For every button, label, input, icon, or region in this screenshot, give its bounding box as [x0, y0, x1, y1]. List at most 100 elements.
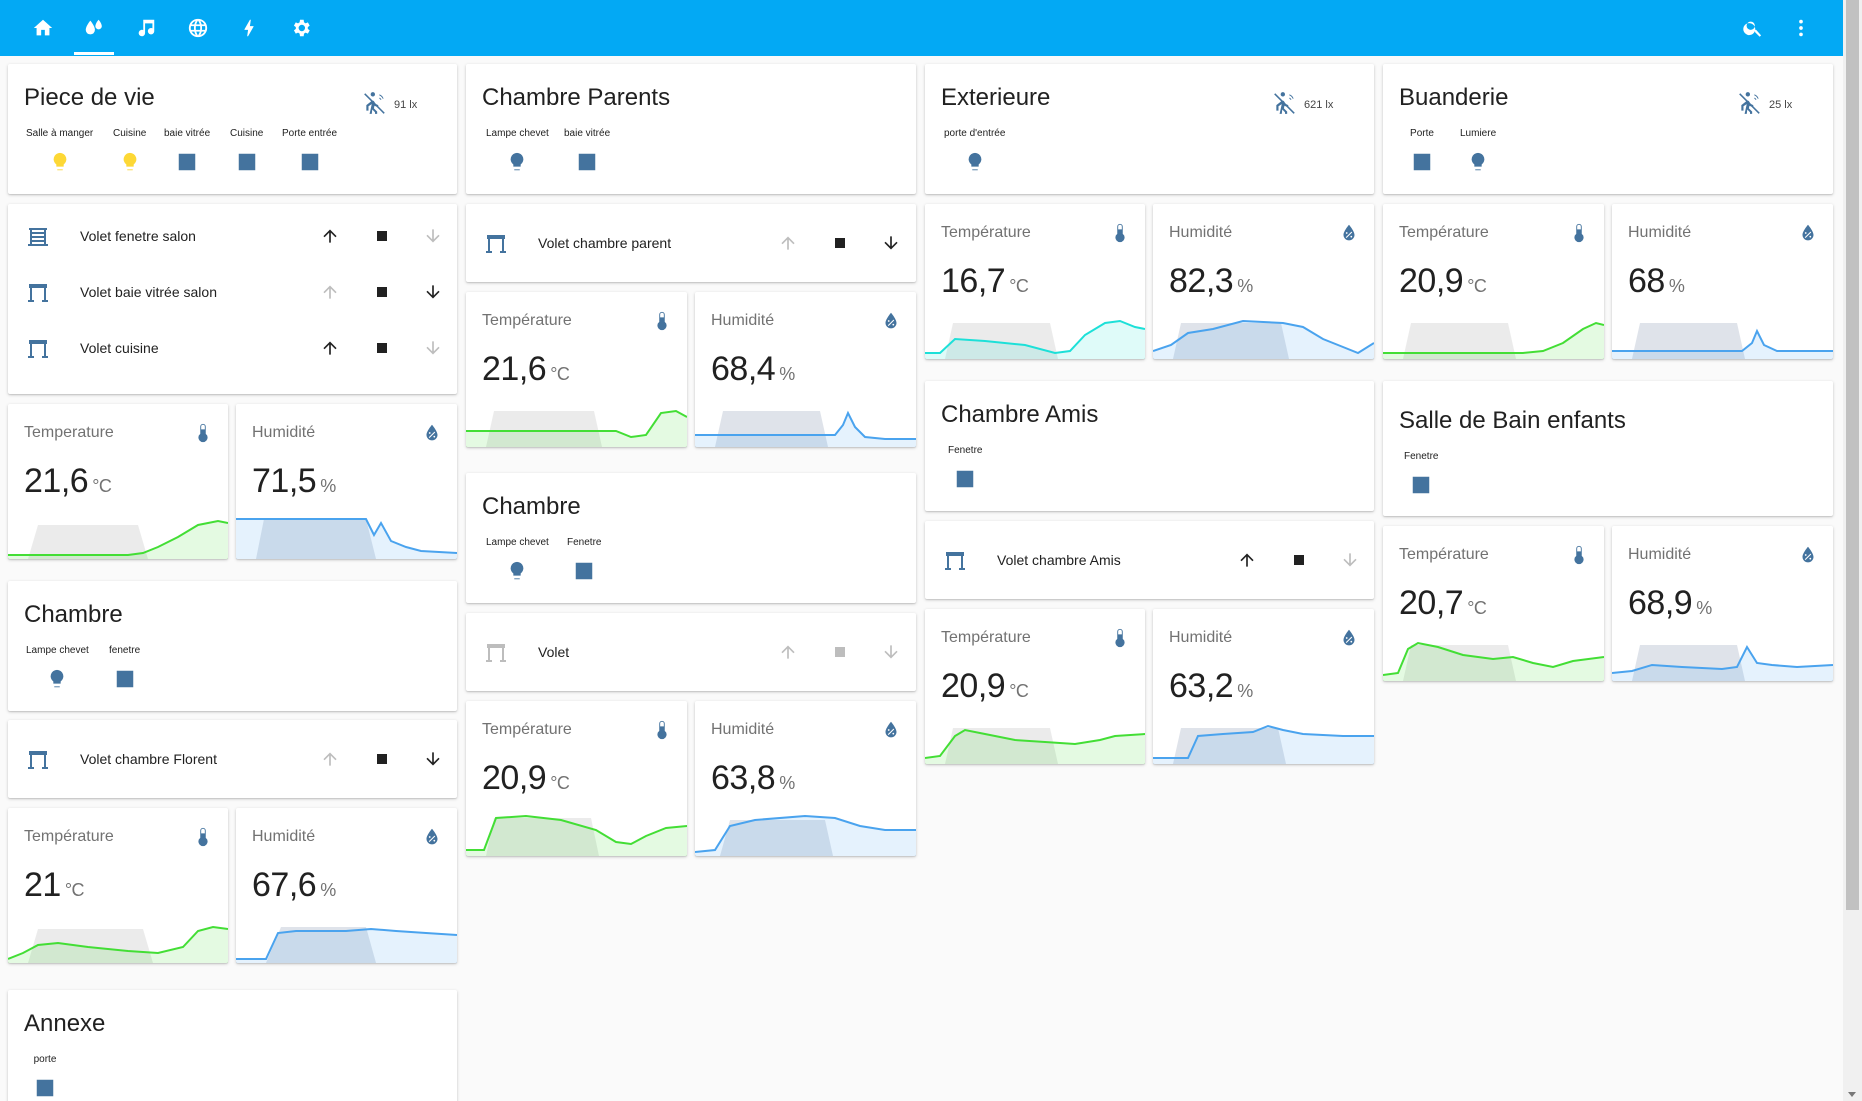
sensor-card-humidity[interactable]: Humidité 63,2% — [1153, 609, 1374, 764]
temperature-history-graph — [8, 515, 228, 559]
cover-stop-button[interactable] — [1283, 544, 1315, 576]
cover-close-button[interactable] — [1334, 544, 1366, 576]
door-closed-square-icon[interactable] — [33, 1076, 57, 1100]
entity-salle-a-manger[interactable]: Salle à manger — [26, 128, 93, 174]
sensor-name: Température — [941, 224, 1031, 241]
more-vertical-icon[interactable] — [1783, 10, 1819, 46]
lightbulb-icon[interactable] — [505, 559, 529, 583]
entity-label: Lampe chevet — [486, 537, 549, 548]
sensor-card-humidity[interactable]: Humidité 82,3% — [1153, 204, 1374, 359]
water-drops-icon[interactable] — [76, 10, 112, 46]
cover-close-button[interactable] — [417, 220, 449, 252]
sensor-name: Température — [24, 828, 114, 845]
door-closed-square-icon[interactable] — [298, 150, 322, 174]
cover-stop-button[interactable] — [824, 227, 856, 259]
cover-stop-button[interactable] — [366, 332, 398, 364]
entity-fenetre[interactable]: fenetre — [109, 645, 140, 691]
lightbulb-on-icon[interactable] — [118, 150, 142, 174]
window-closed-square-icon[interactable] — [235, 150, 259, 174]
sensor-card-humidity[interactable]: Humidité 71,5% — [236, 404, 457, 559]
sensor-card-temperature[interactable]: Température 20,7 °C — [1383, 526, 1604, 681]
cover-open-button[interactable] — [772, 636, 804, 668]
sensor-card-temperature[interactable]: Température 21,6 °C — [466, 292, 687, 447]
window-closed-square-icon[interactable] — [1409, 473, 1433, 497]
sensor-card-temperature[interactable]: Température 20,9 °C — [1383, 204, 1604, 359]
cover-card-volet-chambre-florent: Volet chambre Florent — [8, 720, 457, 798]
cover-open-button[interactable] — [772, 227, 804, 259]
entity-porte[interactable]: Porte — [1410, 128, 1434, 174]
entity-label: Fenetre — [567, 537, 602, 548]
cover-open-button[interactable] — [314, 220, 346, 252]
entity-porte[interactable]: porte — [33, 1054, 57, 1100]
gear-icon[interactable] — [283, 10, 319, 46]
sensor-card-humidity[interactable]: Humidité 68% — [1612, 204, 1833, 359]
entity-lumiere[interactable]: Lumiere — [1460, 128, 1496, 174]
scroll-down-arrow[interactable] — [1848, 1092, 1856, 1097]
search-icon[interactable] — [1735, 10, 1771, 46]
entity-fenetre[interactable]: Fenetre — [1404, 451, 1438, 497]
sensor-value: 16,7 °C — [941, 262, 1029, 300]
globe-icon[interactable] — [180, 10, 216, 46]
lightbulb-on-icon[interactable] — [48, 150, 72, 174]
sensor-card-temperature[interactable]: Température 20,9 °C — [466, 701, 687, 856]
entity-fenetre[interactable]: Fenetre — [948, 445, 982, 491]
lightbulb-icon[interactable] — [505, 150, 529, 174]
entity-lampe-chevet[interactable]: Lampe chevet — [486, 537, 549, 583]
cover-name: Volet — [538, 644, 570, 660]
sensor-card-temperature[interactable]: Température 21 °C — [8, 808, 228, 963]
sensor-card-temperature[interactable]: Température 16,7 °C — [925, 204, 1145, 359]
cover-close-button[interactable] — [417, 276, 449, 308]
sensor-card-humidity[interactable]: Humidité 68,4% — [695, 292, 916, 447]
lightbulb-icon[interactable] — [45, 667, 69, 691]
sensor-card-temperature[interactable]: Température 20,9 °C — [925, 609, 1145, 764]
cover-close-button[interactable] — [417, 743, 449, 775]
lux-value: 91 lx — [394, 98, 418, 111]
music-note-icon[interactable] — [128, 10, 164, 46]
sensor-card-humidity[interactable]: Humidité 68,9% — [1612, 526, 1833, 681]
window-closed-square-icon[interactable] — [953, 467, 977, 491]
window-closed-square-icon[interactable] — [575, 150, 599, 174]
sensor-card-temperature[interactable]: Temperature 21,6 °C — [8, 404, 228, 559]
cover-close-button[interactable] — [417, 332, 449, 364]
lightbulb-icon[interactable] — [963, 150, 987, 174]
cover-open-button[interactable] — [314, 332, 346, 364]
sensor-value: 20,9 °C — [1399, 262, 1487, 300]
cover-close-button[interactable] — [875, 636, 907, 668]
thermometer-icon — [1109, 222, 1131, 244]
entity-fenetre[interactable]: Fenetre — [567, 537, 601, 583]
cover-stop-button[interactable] — [824, 636, 856, 668]
entity-cuisine-window[interactable]: Cuisine — [230, 128, 263, 174]
scrollbar[interactable] — [1843, 0, 1862, 1101]
entity-cuisine-light[interactable]: Cuisine — [113, 128, 146, 174]
door-closed-square-icon[interactable] — [1410, 150, 1434, 174]
cover-row-volet-chambre-amis: Volet chambre Amis — [925, 532, 1374, 588]
entity-lampe-chevet[interactable]: Lampe chevet — [26, 645, 89, 691]
lux-sensor[interactable]: 91 lx — [362, 90, 417, 119]
window-closed-square-icon[interactable] — [175, 150, 199, 174]
motion-sensor-icon — [1272, 90, 1304, 119]
entity-lampe-chevet[interactable]: Lampe chevet — [486, 128, 549, 174]
entity-baie-vitree[interactable]: baie vitrée — [164, 128, 210, 174]
sensor-card-humidity[interactable]: Humidité 67,6% — [236, 808, 457, 963]
cover-stop-button[interactable] — [366, 220, 398, 252]
window-closed-square-icon[interactable] — [572, 559, 596, 583]
home-icon[interactable] — [25, 10, 61, 46]
sensor-card-humidity[interactable]: Humidité 63,8% — [695, 701, 916, 856]
cover-stop-button[interactable] — [366, 276, 398, 308]
cover-open-button[interactable] — [314, 743, 346, 775]
lightning-icon[interactable] — [231, 10, 267, 46]
cover-name: Volet chambre parent — [538, 235, 672, 251]
lightbulb-icon[interactable] — [1466, 150, 1490, 174]
lux-sensor[interactable]: 25 lx — [1737, 90, 1792, 119]
entity-porte-d-entree[interactable]: porte d'entrée — [944, 128, 1005, 174]
cover-stop-button[interactable] — [366, 743, 398, 775]
cover-close-button[interactable] — [875, 227, 907, 259]
window-closed-square-icon[interactable] — [113, 667, 137, 691]
cover-open-button[interactable] — [1231, 544, 1263, 576]
entity-porte-entree[interactable]: Porte entrée — [282, 128, 337, 174]
entity-baie-vitree[interactable]: baie vitrée — [564, 128, 610, 174]
cover-open-button[interactable] — [314, 276, 346, 308]
temperature-history-graph — [1383, 637, 1604, 681]
scrollbar-thumb[interactable] — [1846, 0, 1859, 910]
lux-sensor[interactable]: 621 lx — [1272, 90, 1333, 119]
